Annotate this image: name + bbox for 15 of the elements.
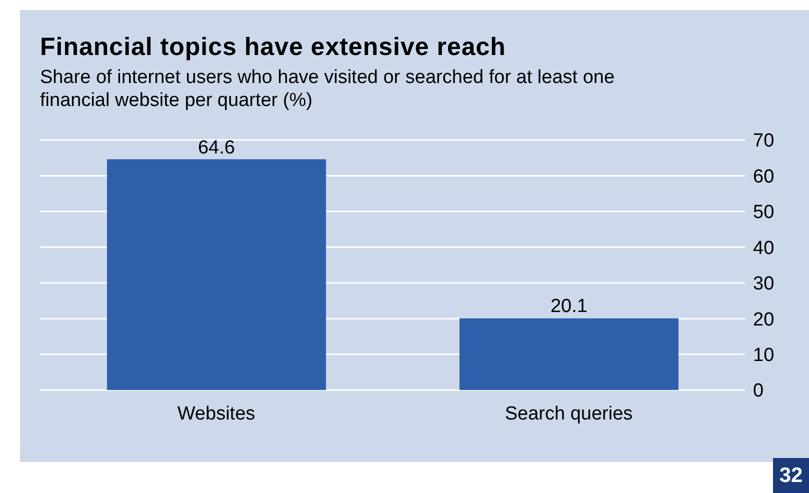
y-tick-label: 50 xyxy=(753,202,774,224)
text: 32 xyxy=(773,458,809,493)
x-tick-label: Websites xyxy=(177,403,256,424)
y-tick-label: 0 xyxy=(753,380,764,402)
y-tick-label: 40 xyxy=(753,238,774,259)
data-label: 64.6 xyxy=(198,137,235,158)
y-tick-label: 70 xyxy=(753,130,774,152)
data-label: 20.1 xyxy=(550,296,588,318)
chart-title: Financial topics have extensive reach xyxy=(40,33,506,62)
x-tick-label: Search queries xyxy=(504,403,633,424)
y-tick-label: 10 xyxy=(753,345,774,366)
y-tick-label: 30 xyxy=(753,274,774,295)
y-tick-label: 60 xyxy=(753,166,774,188)
chart-subtitle: Share of internet users who have visited or searched for at least one financial website per quarter (%) xyxy=(40,66,616,112)
y-tick-label: 20 xyxy=(753,309,774,330)
